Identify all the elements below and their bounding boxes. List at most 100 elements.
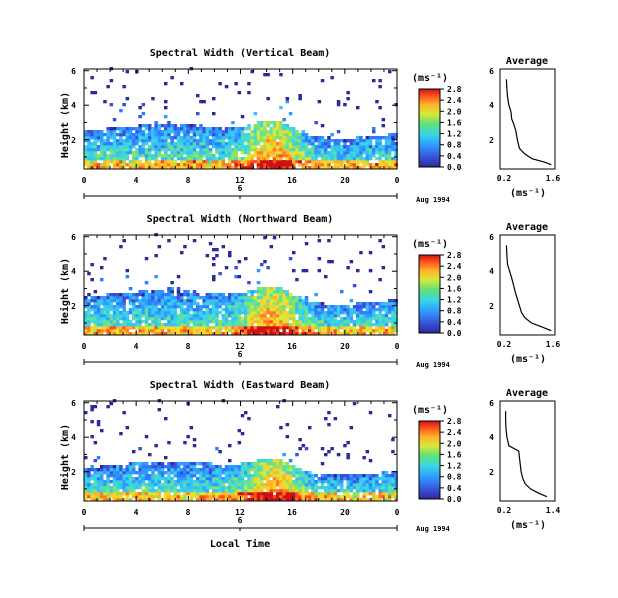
heatmap-cell [375, 148, 379, 152]
heatmap-cell [288, 305, 293, 309]
heatmap-cell [346, 160, 350, 164]
heatmap-cell [253, 332, 258, 336]
heatmap-cell [148, 474, 152, 478]
heatmap-cell [186, 299, 190, 303]
heatmap-cell [244, 317, 248, 321]
heatmap-cell [378, 317, 382, 321]
heatmap-cell [375, 302, 379, 306]
heatmap-cell [167, 308, 171, 312]
heatmap-cell [356, 489, 360, 493]
heatmap-cell [333, 145, 338, 149]
heatmap-cell [391, 483, 395, 487]
heatmap-cell [279, 317, 283, 321]
heatmap-cell [391, 492, 395, 496]
heatmap-cell [148, 305, 152, 309]
heatmap-cell [317, 148, 322, 152]
heatmap-cell [320, 79, 325, 83]
heatmap-cell [276, 305, 280, 309]
heatmap-cell [394, 498, 398, 502]
heatmap-cell [170, 296, 174, 300]
heatmap-cell [84, 323, 88, 327]
heatmap-cell [125, 498, 130, 502]
heatmap-cell [221, 471, 226, 475]
heatmap-cell [103, 320, 107, 324]
heatmap-cell [250, 462, 254, 466]
heatmap-cell [132, 450, 136, 454]
heatmap-cell [170, 148, 174, 152]
heatmap-cell [298, 471, 302, 475]
heatmap-cell [228, 465, 232, 469]
heatmap-cell [173, 480, 178, 484]
heatmap-cell [125, 495, 130, 499]
heatmap-cell [90, 142, 94, 146]
heatmap-cell [266, 477, 270, 481]
heatmap-cell [106, 471, 110, 475]
heatmap-cell [157, 329, 162, 333]
heatmap-cell [288, 477, 293, 481]
heatmap-cell [170, 290, 174, 294]
heatmap-cell [237, 275, 242, 279]
heatmap-cell [164, 82, 168, 86]
heatmap-cell [240, 308, 245, 312]
heatmap-cell [144, 311, 149, 315]
heatmap-cell [96, 483, 101, 487]
heatmap-cell [372, 498, 376, 502]
heatmap-cell [109, 332, 114, 336]
heatmap-cell [282, 124, 286, 128]
heatmap-cell [292, 465, 296, 469]
heatmap-cell [186, 465, 190, 469]
heatmap-cell [157, 332, 162, 336]
heatmap-cell [240, 163, 245, 167]
heatmap-cell [170, 151, 174, 155]
heatmap-cell [141, 489, 146, 493]
heatmap-cell [279, 311, 283, 315]
heatmap-cell [122, 483, 126, 487]
heatmap-cell [381, 320, 386, 324]
heatmap-cell [154, 302, 158, 306]
heatmap-cell [320, 305, 325, 309]
heatmap-cell [346, 486, 350, 490]
heatmap-cell [112, 483, 117, 487]
heatmap-cell [359, 154, 363, 158]
heatmap-cell [90, 486, 94, 490]
heatmap-cell [279, 163, 283, 167]
heatmap-cell [256, 139, 261, 143]
heatmap-cell [151, 332, 155, 336]
heatmap-cell [260, 498, 264, 502]
heatmap-cell [372, 166, 376, 170]
heatmap-cell [359, 317, 363, 321]
heatmap-cell [244, 157, 248, 161]
heatmap-cell [103, 100, 107, 104]
x-tick-label: 16 [287, 342, 297, 351]
heatmap-cell [221, 166, 226, 170]
heatmap-cell [269, 293, 274, 297]
heatmap-cell [160, 314, 165, 318]
heatmap-cell [228, 133, 232, 137]
heatmap-cell [135, 163, 139, 167]
heatmap-cell [202, 142, 206, 146]
heatmap-cell [336, 453, 341, 457]
heatmap-cell [240, 127, 245, 131]
heatmap-cell [295, 483, 299, 487]
heatmap-cell [352, 320, 357, 324]
heatmap-cell [394, 160, 398, 164]
heatmap-cell [292, 495, 296, 499]
heatmap-cell [167, 311, 171, 315]
heatmap-cell [250, 290, 254, 294]
heatmap-cell [244, 145, 248, 149]
heatmap-cell [215, 317, 219, 321]
heatmap-cell [368, 492, 373, 496]
heatmap-cell [308, 160, 312, 164]
heatmap-cell [301, 151, 306, 155]
heatmap-cell [308, 305, 312, 309]
heatmap-cell [157, 290, 162, 294]
heatmap-cell [132, 166, 136, 170]
heatmap-cell [132, 157, 136, 161]
heatmap-cell [359, 160, 363, 164]
colorbar-tick-label: 0.0 [447, 329, 462, 338]
heatmap-cell [247, 139, 251, 143]
heatmap-cell [112, 311, 117, 315]
heatmap-cell [151, 302, 155, 306]
heatmap-cell [336, 100, 341, 104]
